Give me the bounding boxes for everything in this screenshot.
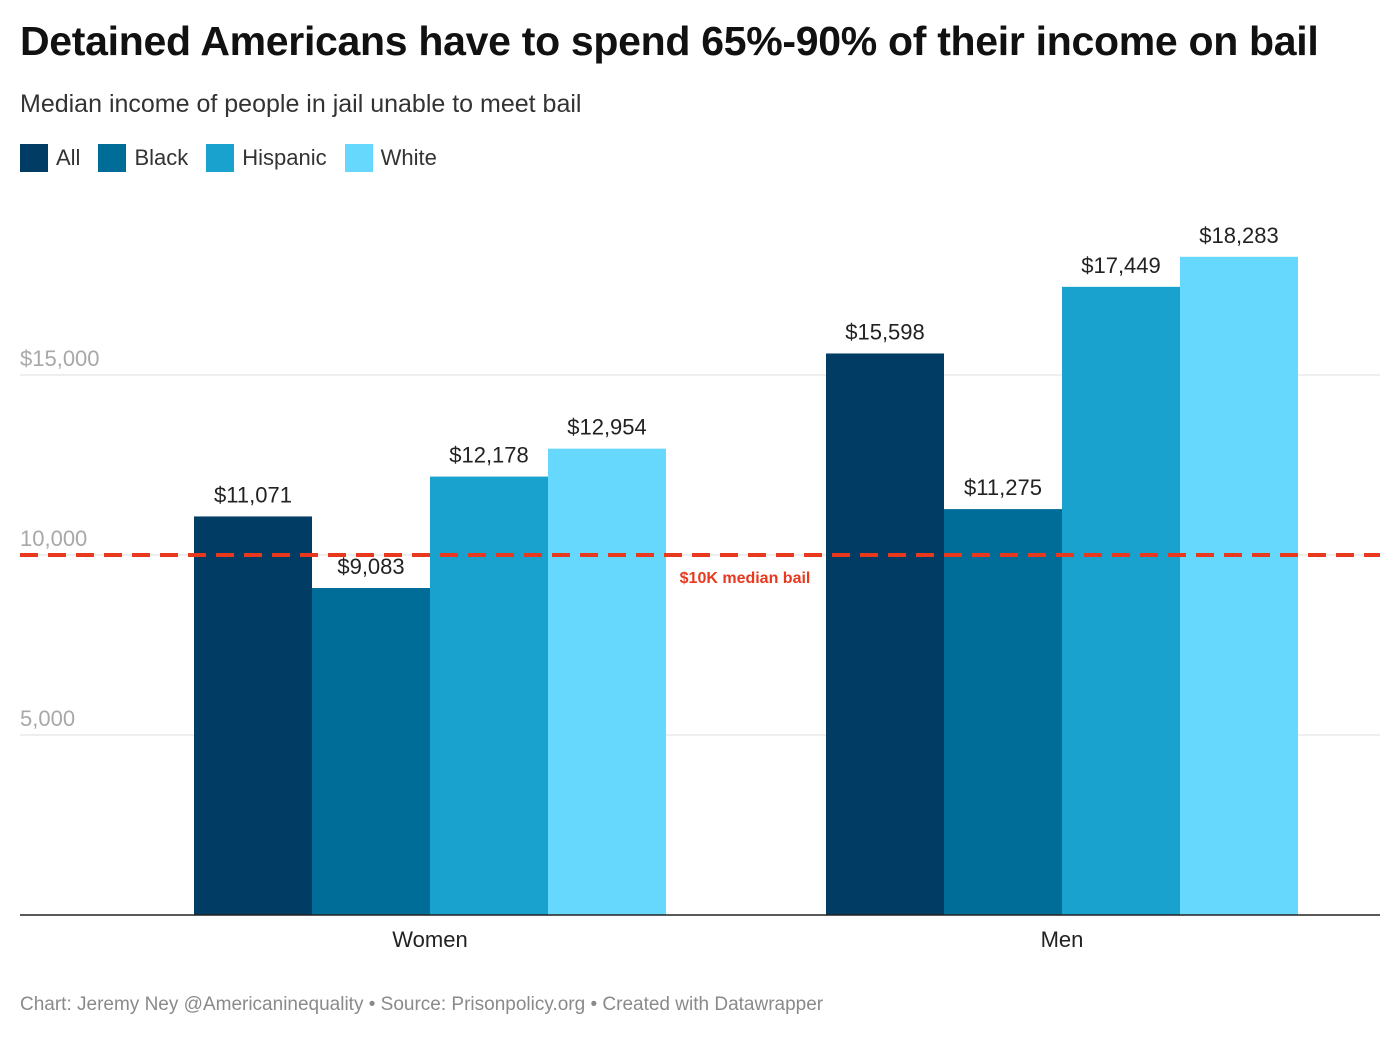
legend-item-all: All <box>20 144 80 172</box>
reference-line-label: $10K median bail <box>680 570 811 587</box>
chart-title: Detained Americans have to spend 65%-90%… <box>20 18 1319 64</box>
value-label: $18,283 <box>1199 223 1279 248</box>
legend-label: Black <box>134 145 189 170</box>
legend: All Black Hispanic White <box>20 144 455 172</box>
legend-item-hispanic: Hispanic <box>206 144 327 172</box>
bar-women-white <box>548 448 666 915</box>
bars <box>20 256 1380 916</box>
value-label: $9,083 <box>337 554 404 579</box>
chart-subtitle: Median income of people in jail unable t… <box>20 90 582 118</box>
value-label: $11,071 <box>214 482 292 507</box>
legend-item-white: White <box>344 144 437 172</box>
value-labels: $11,071 $9,083 $12,178 $12,954 $15,598 $11,27… <box>214 223 1279 579</box>
bar-men-all <box>826 353 944 915</box>
reference-line-group: $10K median bail <box>20 553 1380 587</box>
value-label: $12,178 <box>449 443 529 468</box>
legend-swatch <box>20 144 48 172</box>
legend-label: Hispanic <box>242 145 327 170</box>
y-tick-label: 10,000 <box>20 526 87 551</box>
category-labels: Women Men <box>392 927 1083 952</box>
bar-women-all <box>194 516 312 915</box>
legend-swatch <box>206 144 235 172</box>
legend-label: All <box>56 145 81 170</box>
bar-women-hispanic <box>430 476 548 915</box>
x-category-label: Women <box>392 927 467 952</box>
bar-men-white <box>1180 256 1298 915</box>
legend-label: White <box>380 145 437 170</box>
value-label: $12,954 <box>567 415 647 440</box>
x-category-label: Men <box>1041 927 1084 952</box>
bar-men-hispanic <box>1062 286 1180 915</box>
bar-women-black <box>312 588 430 915</box>
value-label: $15,598 <box>845 319 925 344</box>
legend-swatch <box>98 144 127 172</box>
chart-footer: Chart: Jeremy Ney @Americaninequality • … <box>20 994 824 1015</box>
y-tick-label: 5,000 <box>20 706 75 731</box>
y-tick-label: $15,000 <box>20 346 100 371</box>
legend-item-black: Black <box>98 144 188 172</box>
legend-swatch <box>344 144 373 172</box>
value-label: $17,449 <box>1081 253 1161 278</box>
bar-men-black <box>944 509 1062 915</box>
value-label: $11,275 <box>964 475 1042 500</box>
